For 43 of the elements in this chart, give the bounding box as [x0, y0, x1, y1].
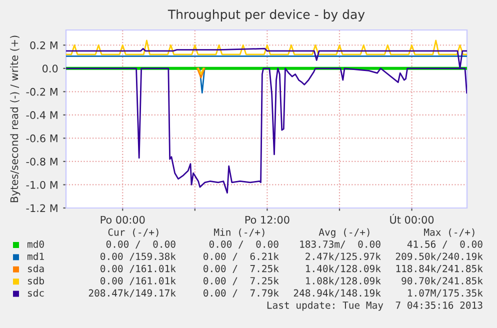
y-tick-label: -0.6 M [26, 134, 58, 142]
x-tick-label: Po 12:00 [245, 216, 290, 224]
y-tick-label: -0.2 M [26, 88, 58, 96]
legend-label: md1 [28, 252, 44, 260]
y-tick-label: -1.2 M [26, 204, 58, 212]
text: 208.47k/149.17k [88, 289, 176, 298]
text: 0.00 / 7.25k [204, 264, 279, 274]
text: 183.73m/ 0.00 [300, 240, 380, 249]
text: Avg (-/+) [318, 228, 370, 238]
legend-label: md0 [28, 240, 44, 248]
text: Max (-/+) [424, 228, 474, 237]
y-axis-title: Bytes/second read (-) / write (+) [10, 36, 20, 202]
text: 209.50k/240.19k [396, 252, 483, 261]
y-tick-label: -0.4 M [26, 111, 58, 120]
text: 118.84k/241.85k [396, 264, 483, 274]
legend-label: sdb [28, 276, 44, 284]
legend-label: sdc [28, 289, 44, 297]
x-tick-label: Út 00:00 [390, 214, 434, 224]
y-tick-label: 0.2 M [30, 41, 58, 50]
y-tick-label: 0.0 [42, 64, 58, 72]
text: 1.07M/175.35k [408, 289, 483, 298]
text: Cur (-/+) [108, 228, 158, 237]
text: Last update: Tue May 7 04:35:16 2013 [267, 301, 482, 311]
text: 0.00 / 7.25k [204, 276, 279, 286]
text: 0.00 /161.01k [100, 276, 176, 286]
text: 90.70k/241.85k [402, 276, 483, 286]
text: 0.00 /161.01k [100, 264, 176, 274]
text: 41.56 / 0.00 [407, 240, 482, 249]
y-tick-label: -0.8 M [26, 158, 58, 166]
text: 0.00 / 7.79k [204, 289, 279, 298]
text: 0.00 / 6.21k [204, 252, 279, 261]
text: 0.00 / 0.00 [209, 240, 278, 249]
chart-title: Throughput per device - by day [168, 9, 365, 22]
text: 248.94k/148.19k [294, 289, 381, 298]
legend-label: sda [28, 264, 44, 272]
x-tick-label: Po 00:00 [100, 216, 145, 224]
text: 0.00 / 0.00 [106, 240, 176, 249]
text: 1.40k/128.09k [306, 264, 381, 274]
y-tick-label: -1.0 M [26, 180, 58, 189]
text: 2.47k/125.97k [306, 252, 381, 261]
text: 1.08k/128.09k [306, 276, 381, 286]
text: 0.00 /159.38k [100, 252, 176, 261]
text: Min (-/+) [214, 228, 264, 237]
